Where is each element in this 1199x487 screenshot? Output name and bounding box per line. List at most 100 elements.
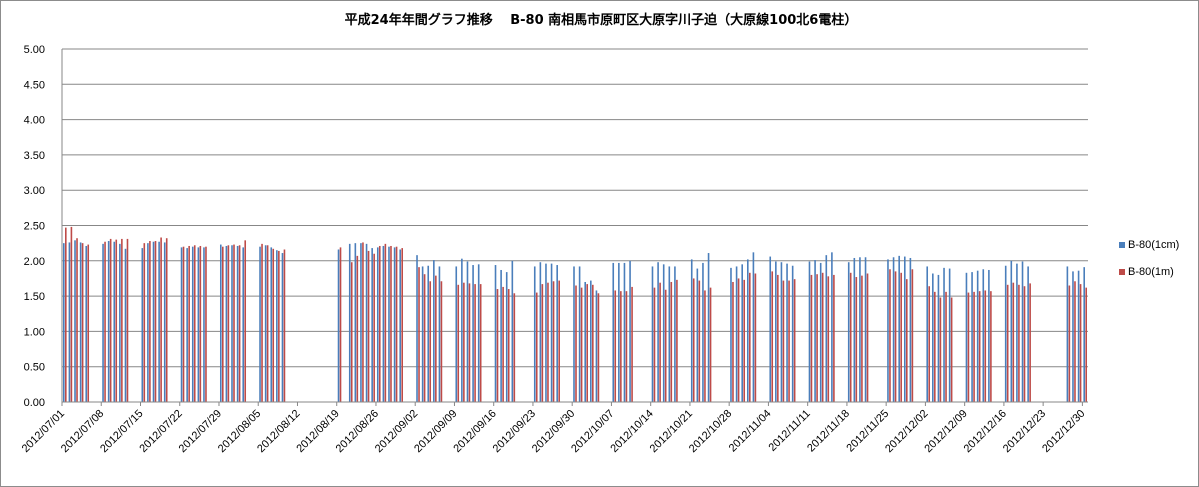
bar-1m [793,279,796,402]
bar-1m [115,239,118,402]
bar-1cm [898,255,900,402]
bar-1cm [578,266,581,402]
bar-1cm [337,249,340,402]
bar-1cm [427,265,430,402]
bar-1m [395,246,398,402]
y-tick-label: 3.50 [24,150,45,162]
bar-1cm [690,259,693,402]
bar-1m [659,282,661,402]
bar-1m [143,243,146,402]
bar-1cm [242,247,245,402]
bar-1cm [1027,266,1029,402]
bar-1cm [158,241,160,402]
y-tick-label: 3.00 [24,185,45,197]
bar-1cm [225,245,228,402]
bar-1m [474,284,476,402]
bar-1m [580,287,583,402]
bar-1m [631,286,633,402]
bar-1m [827,276,830,402]
bar-1m [614,290,617,402]
bar-1cm [360,243,362,402]
bar-1cm [494,265,497,402]
bar-1m [788,280,790,402]
bar-1cm [477,264,480,402]
bar-1m [833,274,835,402]
bar-1cm [231,245,233,402]
bar-1cm [814,260,816,402]
bar-1m [87,244,90,402]
bar-1cm [152,241,155,402]
bar-1m [535,292,538,402]
bar-1cm [219,244,222,402]
bar-1m [227,245,230,402]
bar-1m [65,227,67,402]
bar-1cm [741,264,743,402]
bar-1m [911,269,914,402]
bar-1cm [623,262,626,402]
x-tick-label: 2012/10/28 [687,408,734,455]
bar-1cm [808,261,811,402]
bar-1m [934,291,936,402]
bar-1m [188,245,190,402]
bar-1m [855,277,858,402]
bar-1cm [236,245,239,402]
bar-1m [541,284,544,402]
bar-1cm [971,272,973,402]
bar-1m [575,285,577,402]
bar-1m [182,246,185,402]
bar-1m [373,253,375,402]
bar-1cm [416,255,418,402]
bar-1m [350,262,353,402]
bar-1m [76,238,78,402]
bar-1m [384,243,387,402]
bar-1m [978,291,981,402]
bar-1cm [68,242,71,402]
bar-1m [816,274,818,402]
bar-1cm [365,243,368,402]
bar-1cm [371,248,373,402]
bar-1m [165,238,168,402]
bar-1cm [932,273,934,402]
bar-1m [810,274,813,402]
bar-1cm [595,290,598,402]
bar-1cm [466,261,469,402]
bar-1cm [1083,267,1085,402]
bar-1m [849,272,852,402]
bar-1m [782,280,785,402]
bar-1cm [107,241,110,402]
bar-1m [378,245,381,402]
y-tick-label: 1.50 [24,291,45,303]
bar-1cm [500,269,502,402]
bar-1cm [707,253,710,402]
bar-1m [496,289,499,402]
bar-1m [463,282,465,402]
bar-1m [109,238,112,402]
bar-1cm [203,247,205,402]
bar-1cm [550,263,553,402]
bar-1m [513,293,516,402]
bar-1cm [831,252,833,402]
bar-1cm [847,262,850,402]
bar-1cm [281,253,284,402]
bar-1m [625,291,628,402]
bar-1cm [264,245,267,402]
y-tick-label: 0.50 [24,362,45,374]
bar-1m [362,242,364,402]
bar-1cm [988,269,990,402]
bar-1cm [943,267,945,402]
bar-1m [367,250,370,402]
bar-1cm [696,268,699,402]
bar-1cm [791,265,794,402]
bar-1cm [1021,261,1024,402]
bar-1cm [859,257,861,402]
bar-1m [552,281,555,402]
bar-1cm [1016,263,1018,402]
bar-1m [261,243,263,402]
bar-1m [121,238,123,402]
legend-label-1cm: B-80(1cm) [1128,239,1179,251]
bar-1m [418,267,420,402]
bar-1m [732,281,734,402]
bar-1m [620,291,622,402]
